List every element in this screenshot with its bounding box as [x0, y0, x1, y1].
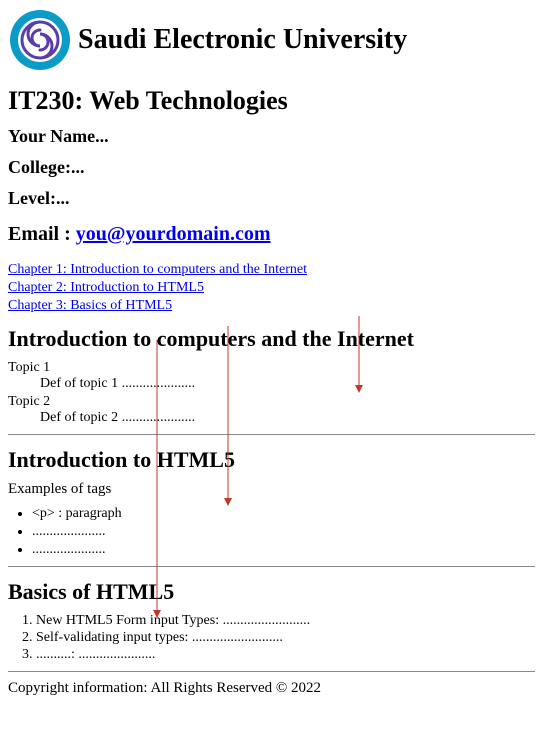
chapter-links: Chapter 1: Introduction to computers and… [8, 260, 535, 314]
topics-list: Topic 1 Def of topic 1 .................… [8, 360, 535, 426]
basics-list: New HTML5 Form input Types: ............… [36, 613, 535, 663]
section-1-title: Introduction to computers and the Intern… [8, 326, 535, 352]
university-title: Saudi Electronic University [78, 24, 407, 56]
copyright: Copyright information: All Rights Reserv… [8, 680, 535, 697]
chapter-1-link[interactable]: Chapter 1: Introduction to computers and… [8, 262, 307, 277]
basics-item-2: Self-validating input types: ...........… [36, 630, 535, 646]
basics-item-3: ..........: ...................... [36, 647, 535, 663]
chapter-2-link[interactable]: Chapter 2: Introduction to HTML5 [8, 280, 204, 295]
divider [8, 566, 535, 567]
topic-2-def: Def of topic 2 ..................... [40, 410, 535, 426]
course-title: IT230: Web Technologies [8, 86, 535, 116]
name-field: Your Name... [8, 126, 535, 147]
email-prefix: Email : [8, 223, 76, 245]
level-field: Level:... [8, 188, 535, 209]
college-field: College:... [8, 157, 535, 178]
section-2-title: Introduction to HTML5 [8, 447, 535, 473]
divider [8, 434, 535, 435]
tags-list: <p> : paragraph ..................... ..… [32, 506, 535, 558]
basics-item-1: New HTML5 Form input Types: ............… [36, 613, 535, 629]
chapter-3-link[interactable]: Chapter 3: Basics of HTML5 [8, 298, 172, 313]
topic-2: Topic 2 [8, 394, 535, 410]
tag-item-2: ..................... [32, 524, 535, 540]
email-link[interactable]: you@yourdomain.com [76, 223, 271, 245]
topic-1-def: Def of topic 1 ..................... [40, 376, 535, 392]
email-field: Email : you@yourdomain.com [8, 223, 535, 246]
tag-item-3: ..................... [32, 542, 535, 558]
topic-1: Topic 1 [8, 360, 535, 376]
section-3-title: Basics of HTML5 [8, 579, 535, 605]
divider [8, 671, 535, 672]
university-logo [8, 8, 72, 72]
tag-item-1: <p> : paragraph [32, 506, 535, 522]
examples-subhead: Examples of tags [8, 481, 535, 498]
